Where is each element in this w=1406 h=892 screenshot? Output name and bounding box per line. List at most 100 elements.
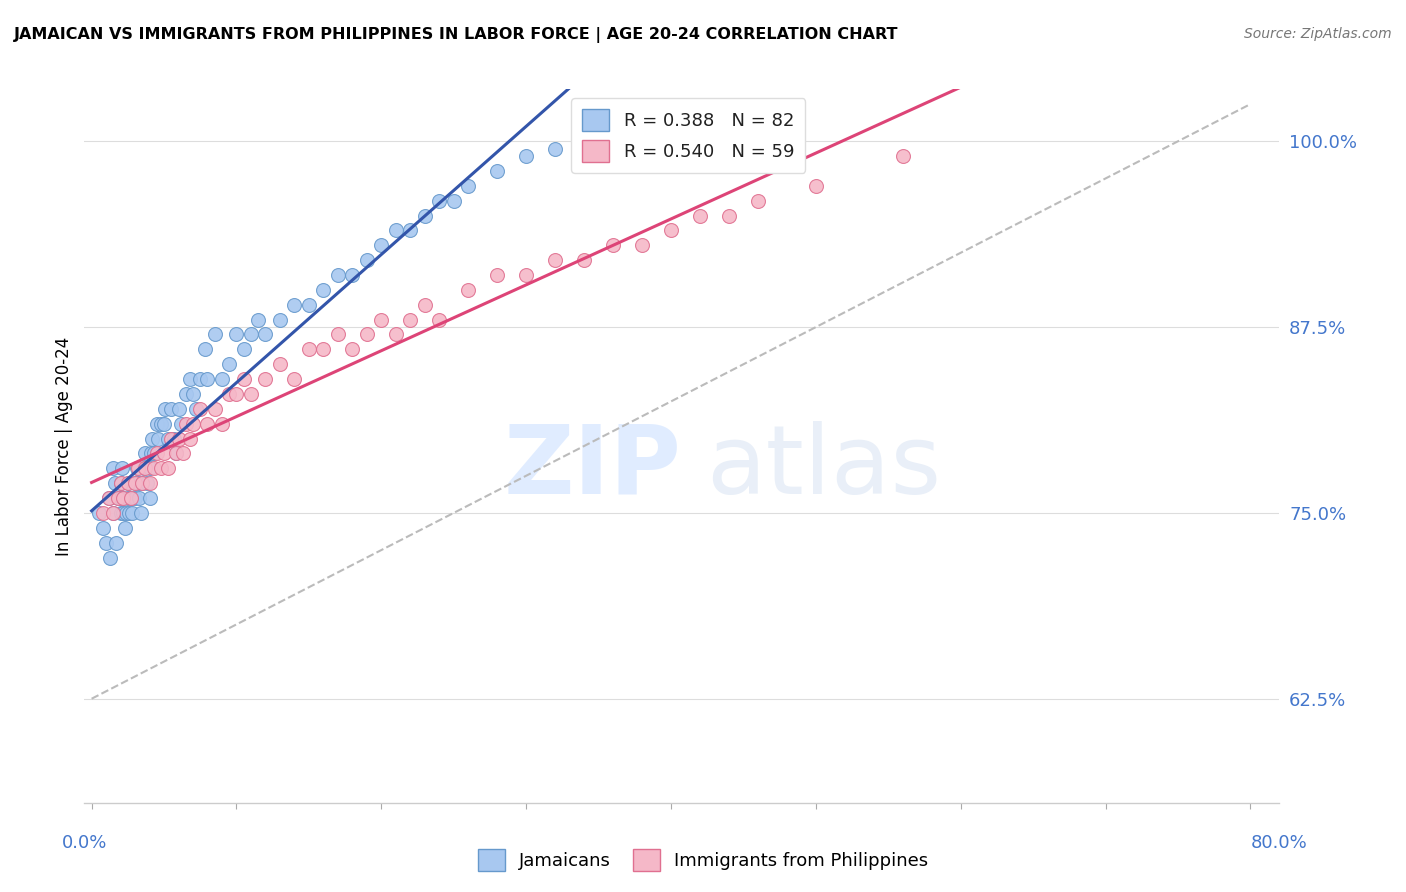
Text: 80.0%: 80.0% bbox=[1251, 834, 1308, 852]
Point bbox=[225, 387, 247, 401]
Point bbox=[91, 506, 114, 520]
Point bbox=[689, 209, 711, 223]
Point bbox=[150, 417, 173, 431]
Text: 0.0%: 0.0% bbox=[62, 834, 107, 852]
Point bbox=[544, 253, 567, 268]
Point bbox=[117, 491, 139, 505]
Point bbox=[142, 446, 165, 460]
Point bbox=[588, 134, 610, 148]
Point bbox=[457, 178, 479, 193]
Point bbox=[120, 491, 142, 505]
Point bbox=[94, 535, 117, 549]
Point bbox=[298, 298, 321, 312]
Point bbox=[117, 476, 139, 491]
Point bbox=[232, 372, 254, 386]
Point bbox=[125, 461, 148, 475]
Point bbox=[891, 149, 914, 163]
Point bbox=[128, 491, 150, 505]
Point bbox=[218, 387, 240, 401]
Text: Source: ZipAtlas.com: Source: ZipAtlas.com bbox=[1244, 27, 1392, 41]
Point bbox=[181, 387, 204, 401]
Point bbox=[160, 432, 183, 446]
Point bbox=[427, 194, 450, 208]
Point bbox=[103, 506, 125, 520]
Point bbox=[110, 476, 132, 491]
Point bbox=[131, 476, 153, 491]
Point bbox=[127, 461, 149, 475]
Point bbox=[148, 432, 170, 446]
Point bbox=[747, 194, 769, 208]
Point bbox=[104, 476, 127, 491]
Point bbox=[112, 506, 135, 520]
Point bbox=[197, 417, 219, 431]
Point bbox=[312, 343, 335, 357]
Point bbox=[118, 506, 141, 520]
Point bbox=[150, 461, 173, 475]
Point bbox=[98, 491, 121, 505]
Point bbox=[103, 461, 125, 475]
Point bbox=[399, 223, 422, 237]
Point bbox=[103, 506, 125, 520]
Point bbox=[131, 476, 153, 491]
Point bbox=[98, 491, 121, 505]
Text: JAMAICAN VS IMMIGRANTS FROM PHILIPPINES IN LABOR FORCE | AGE 20-24 CORRELATION C: JAMAICAN VS IMMIGRANTS FROM PHILIPPINES … bbox=[14, 27, 898, 43]
Point bbox=[100, 550, 122, 565]
Point bbox=[112, 491, 135, 505]
Point bbox=[146, 446, 169, 460]
Point bbox=[239, 327, 262, 342]
Point bbox=[254, 327, 277, 342]
Point bbox=[218, 357, 240, 371]
Point bbox=[232, 343, 254, 357]
Point bbox=[115, 506, 138, 520]
Point bbox=[132, 461, 155, 475]
Point bbox=[717, 209, 740, 223]
Point bbox=[356, 253, 378, 268]
Point bbox=[163, 432, 186, 446]
Point bbox=[204, 327, 226, 342]
Point bbox=[167, 432, 190, 446]
Point bbox=[269, 312, 291, 326]
Point bbox=[188, 401, 211, 416]
Point bbox=[142, 461, 165, 475]
Point bbox=[138, 461, 160, 475]
Point bbox=[138, 491, 160, 505]
Point bbox=[269, 357, 291, 371]
Point bbox=[544, 142, 567, 156]
Point bbox=[370, 238, 392, 252]
Y-axis label: In Labor Force | Age 20-24: In Labor Force | Age 20-24 bbox=[55, 336, 73, 556]
Point bbox=[165, 446, 187, 460]
Point bbox=[110, 506, 132, 520]
Point bbox=[515, 149, 537, 163]
Point bbox=[127, 476, 149, 491]
Point bbox=[211, 417, 233, 431]
Point bbox=[155, 401, 177, 416]
Point bbox=[804, 178, 827, 193]
Point bbox=[124, 476, 146, 491]
Point bbox=[194, 343, 217, 357]
Point bbox=[179, 372, 201, 386]
Point bbox=[124, 476, 146, 491]
Point bbox=[165, 446, 187, 460]
Point bbox=[326, 268, 349, 282]
Point bbox=[112, 491, 135, 505]
Point bbox=[239, 387, 262, 401]
Point bbox=[87, 506, 110, 520]
Point bbox=[110, 476, 132, 491]
Point bbox=[160, 401, 183, 416]
Point bbox=[247, 312, 270, 326]
Point bbox=[157, 461, 180, 475]
Point bbox=[138, 476, 160, 491]
Point bbox=[602, 238, 624, 252]
Point bbox=[342, 343, 364, 357]
Point bbox=[370, 312, 392, 326]
Point bbox=[356, 327, 378, 342]
Point bbox=[107, 491, 129, 505]
Point bbox=[181, 417, 204, 431]
Point bbox=[326, 327, 349, 342]
Point bbox=[184, 401, 207, 416]
Point bbox=[120, 491, 142, 505]
Point bbox=[659, 223, 682, 237]
Point bbox=[117, 476, 139, 491]
Point bbox=[254, 372, 277, 386]
Point bbox=[111, 461, 134, 475]
